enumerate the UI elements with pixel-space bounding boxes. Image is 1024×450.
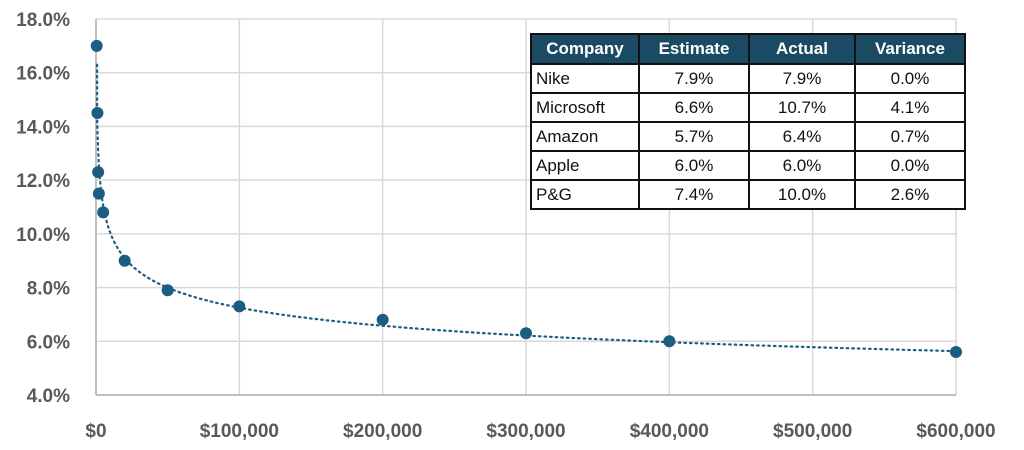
data-point — [90, 39, 103, 52]
data-point — [97, 206, 110, 219]
data-point — [92, 166, 105, 179]
x-tick-label: $200,000 — [343, 421, 422, 442]
y-tick-label: 4.0% — [27, 386, 70, 407]
cell-variance: 0.0% — [854, 63, 966, 94]
y-axis-ticks: 4.0% 6.0% 8.0% 10.0% 12.0% 14.0% 16.0% 18.0% — [16, 10, 70, 407]
y-tick-label: 12.0% — [16, 171, 70, 192]
data-point — [118, 254, 131, 267]
cell-company: Apple — [530, 150, 640, 181]
cell-estimate: 6.6% — [638, 92, 750, 123]
table-row: Apple 6.0% 6.0% 0.0% — [530, 150, 966, 181]
col-header-estimate: Estimate — [638, 33, 750, 65]
y-tick-label: 16.0% — [16, 64, 70, 85]
cell-estimate: 7.9% — [638, 63, 750, 94]
x-axis-ticks: $0 $100,000 $200,000 $300,000 $400,000 $500,0… — [85, 421, 995, 442]
cell-company: P&G — [530, 179, 640, 210]
cell-estimate: 6.0% — [638, 150, 750, 181]
cell-company: Microsoft — [530, 92, 640, 123]
cell-actual: 10.0% — [748, 179, 856, 210]
data-point — [950, 346, 962, 359]
y-tick-label: 6.0% — [27, 332, 70, 353]
cell-actual: 6.0% — [748, 150, 856, 181]
cell-variance: 0.0% — [854, 150, 966, 181]
table-header-row: Company Estimate Actual Variance — [530, 33, 966, 65]
table-row: Amazon 5.7% 6.4% 0.7% — [530, 121, 966, 152]
y-tick-label: 10.0% — [16, 225, 70, 246]
y-tick-label: 8.0% — [27, 279, 70, 300]
x-tick-label: $600,000 — [916, 421, 995, 442]
data-point — [663, 335, 676, 348]
y-tick-label: 14.0% — [16, 117, 70, 138]
col-header-actual: Actual — [748, 33, 856, 65]
x-tick-label: $100,000 — [200, 421, 279, 442]
cell-actual: 10.7% — [748, 92, 856, 123]
table-row: P&G 7.4% 10.0% 2.6% — [530, 179, 966, 210]
table-row: Nike 7.9% 7.9% 0.0% — [530, 63, 966, 94]
table-row: Microsoft 6.6% 10.7% 4.1% — [530, 92, 966, 123]
cell-actual: 7.9% — [748, 63, 856, 94]
data-point — [376, 313, 389, 326]
x-tick-label: $500,000 — [773, 421, 852, 442]
data-point — [91, 107, 104, 119]
cell-estimate: 5.7% — [638, 121, 750, 152]
cell-actual: 6.4% — [748, 121, 856, 152]
x-tick-label: $0 — [85, 421, 106, 442]
cell-company: Amazon — [530, 121, 640, 152]
x-tick-label: $300,000 — [486, 421, 565, 442]
cell-variance: 0.7% — [854, 121, 966, 152]
col-header-company: Company — [530, 33, 640, 65]
x-tick-label: $400,000 — [630, 421, 709, 442]
data-point — [233, 300, 246, 313]
col-header-variance: Variance — [854, 33, 966, 65]
cell-variance: 4.1% — [854, 92, 966, 123]
cell-variance: 2.6% — [854, 179, 966, 210]
data-point — [92, 187, 105, 200]
data-points — [90, 39, 962, 359]
comparison-table: Company Estimate Actual Variance Nike 7.… — [530, 33, 966, 210]
cell-company: Nike — [530, 63, 640, 94]
data-point — [520, 327, 532, 340]
y-tick-label: 18.0% — [16, 10, 70, 31]
data-point — [161, 284, 174, 297]
cell-estimate: 7.4% — [638, 179, 750, 210]
